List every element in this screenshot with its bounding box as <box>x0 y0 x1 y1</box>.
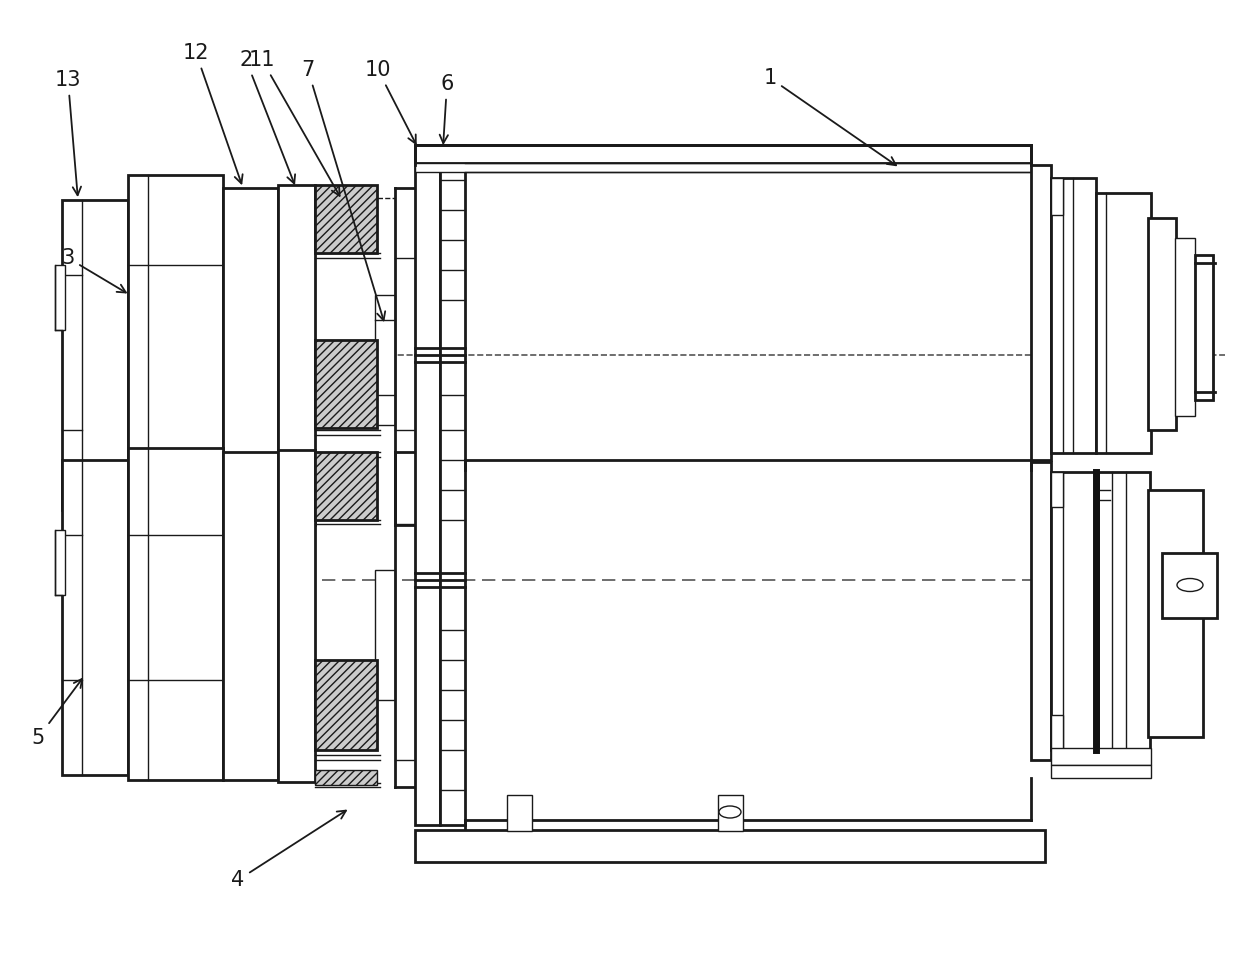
Text: 4: 4 <box>232 811 346 890</box>
Text: 3: 3 <box>61 248 126 293</box>
Bar <box>128 175 223 535</box>
Bar <box>315 660 377 750</box>
Text: 11: 11 <box>249 50 340 196</box>
Bar <box>55 265 64 330</box>
Text: 7: 7 <box>301 60 386 321</box>
Bar <box>1030 462 1052 760</box>
Bar <box>315 185 377 253</box>
Ellipse shape <box>719 806 742 818</box>
Bar <box>278 185 315 525</box>
Bar <box>415 145 440 825</box>
Bar <box>1052 178 1063 215</box>
Bar <box>1052 715 1063 750</box>
Bar <box>1052 748 1151 765</box>
Bar <box>1052 472 1063 507</box>
Bar <box>1030 165 1052 460</box>
Bar <box>415 163 1030 172</box>
Text: 6: 6 <box>440 74 454 144</box>
Bar <box>1096 193 1151 453</box>
Bar <box>1148 490 1203 737</box>
Bar <box>55 530 64 595</box>
Ellipse shape <box>1177 578 1203 591</box>
Bar <box>315 770 377 785</box>
Bar <box>223 452 278 780</box>
Text: 13: 13 <box>55 70 82 195</box>
Bar <box>62 200 128 510</box>
Bar <box>374 295 396 425</box>
Text: 12: 12 <box>182 43 243 184</box>
Bar <box>1052 765 1151 778</box>
Bar <box>315 340 377 428</box>
Bar <box>718 795 743 831</box>
Bar <box>223 188 278 523</box>
Bar <box>440 145 465 825</box>
Text: 10: 10 <box>365 60 415 144</box>
Bar <box>1148 218 1176 430</box>
Bar <box>415 830 1045 862</box>
Bar <box>1052 178 1096 453</box>
Bar <box>415 145 1030 163</box>
Text: 2: 2 <box>239 50 295 184</box>
Bar <box>278 450 315 782</box>
Bar <box>507 795 532 831</box>
Bar <box>315 452 377 520</box>
Text: 1: 1 <box>764 68 897 166</box>
Bar <box>62 460 128 775</box>
Bar <box>1176 238 1195 416</box>
Bar <box>1052 472 1096 750</box>
Bar <box>1195 255 1213 400</box>
Text: 5: 5 <box>31 679 82 748</box>
Bar <box>128 448 223 780</box>
Bar <box>374 570 396 700</box>
Bar <box>1097 472 1149 752</box>
Bar <box>1162 553 1216 618</box>
